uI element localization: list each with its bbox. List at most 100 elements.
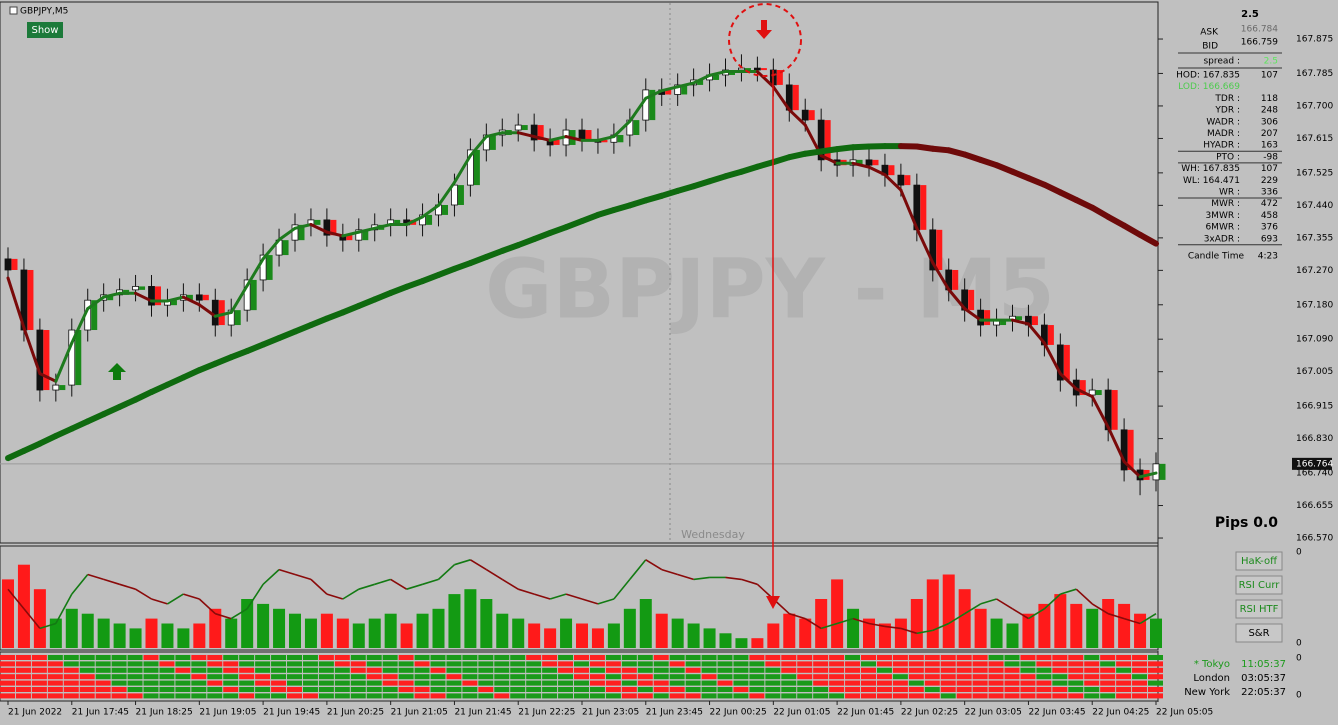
oscillator-line bbox=[501, 578, 519, 590]
trend-block bbox=[1111, 390, 1118, 430]
heat-cell bbox=[111, 661, 127, 667]
histogram-bar bbox=[560, 618, 573, 648]
oscillator-line bbox=[39, 622, 57, 630]
info-label: 3MWR : bbox=[1205, 211, 1240, 221]
moving-average bbox=[851, 161, 871, 169]
heat-cell bbox=[1036, 661, 1052, 667]
oscillator-line bbox=[198, 598, 216, 615]
histogram-bar bbox=[209, 608, 222, 648]
heat-cell bbox=[1068, 680, 1084, 686]
heat-cell bbox=[621, 661, 637, 667]
moving-average bbox=[1105, 213, 1128, 229]
heat-cell bbox=[542, 687, 558, 692]
heat-cell bbox=[621, 693, 637, 699]
trend-block bbox=[75, 330, 82, 386]
histogram-bar bbox=[193, 623, 206, 648]
heat-cell bbox=[908, 693, 924, 699]
candle-body bbox=[68, 329, 76, 386]
show-button[interactable] bbox=[27, 22, 63, 38]
heat-cell bbox=[79, 693, 95, 699]
heat-cell bbox=[876, 693, 892, 699]
heat-cell bbox=[669, 687, 685, 692]
candle-body bbox=[355, 229, 363, 241]
trend-block bbox=[155, 286, 161, 306]
heat-cell bbox=[813, 680, 829, 686]
heat-cell bbox=[1020, 687, 1036, 692]
heat-cell bbox=[159, 661, 175, 667]
heat-cell bbox=[302, 655, 318, 660]
moving-average bbox=[692, 73, 712, 85]
trend-block bbox=[872, 159, 879, 166]
histogram-bar bbox=[496, 613, 509, 648]
heat-cell bbox=[988, 687, 1004, 692]
trend-block bbox=[266, 255, 273, 280]
heat-cell bbox=[1036, 667, 1052, 673]
trend-block bbox=[713, 74, 720, 80]
heat-cell bbox=[765, 687, 781, 692]
heat-cell bbox=[669, 674, 685, 680]
heat-cell bbox=[1036, 655, 1052, 660]
indicator-axis-label: 0 bbox=[1296, 639, 1302, 649]
moving-average bbox=[1011, 318, 1030, 326]
heat-cell bbox=[366, 661, 382, 667]
heat-cell bbox=[813, 667, 829, 673]
indicator-button-label[interactable]: HaK-off bbox=[1241, 556, 1278, 567]
info-value: 229 bbox=[1261, 176, 1278, 186]
info-rows: HOD: 167.835 107 LOD: 166.669 TDR : 118 YDR :… bbox=[1176, 71, 1282, 246]
moving-average bbox=[102, 291, 122, 299]
oscillator-line bbox=[948, 613, 966, 625]
heat-cell bbox=[542, 667, 558, 673]
heat-cell bbox=[733, 667, 749, 673]
moving-average bbox=[6, 276, 26, 330]
show-button-label[interactable]: Show bbox=[32, 25, 59, 36]
trend-block bbox=[1159, 463, 1166, 480]
heat-cell bbox=[143, 667, 159, 673]
histogram-bar bbox=[894, 618, 907, 648]
heat-cell bbox=[701, 674, 717, 680]
indicator-button-label[interactable]: RSI HTF bbox=[1240, 604, 1279, 615]
histogram-bar bbox=[799, 618, 812, 648]
heat-cell bbox=[111, 687, 127, 692]
moving-average bbox=[1106, 425, 1126, 464]
trend-block bbox=[521, 125, 528, 131]
indicator-button[interactable] bbox=[1235, 551, 1283, 571]
heat-cell bbox=[1116, 667, 1132, 673]
indicator-button-label[interactable]: RSI Curr bbox=[1239, 580, 1281, 591]
x-tick-label: 21 Jun 23:05 bbox=[582, 708, 639, 718]
oscillator-line bbox=[246, 583, 264, 610]
indicator-button[interactable] bbox=[1235, 623, 1283, 643]
heat-cell bbox=[605, 674, 621, 680]
trend-block bbox=[553, 139, 560, 145]
heat-cell bbox=[558, 687, 574, 692]
indicator-button-label[interactable]: S&R bbox=[1248, 628, 1269, 639]
heat-cell bbox=[605, 693, 621, 699]
heat-cell bbox=[526, 655, 542, 660]
indicator-button[interactable] bbox=[1235, 599, 1283, 619]
heat-cell bbox=[302, 680, 318, 686]
heat-cell bbox=[271, 674, 287, 680]
heat-cell bbox=[542, 680, 558, 686]
heat-cell bbox=[191, 687, 207, 692]
info-label: HYADR : bbox=[1203, 141, 1240, 151]
histogram-bar bbox=[241, 599, 254, 648]
indicator-button[interactable] bbox=[1235, 575, 1283, 595]
heat-cell bbox=[940, 661, 956, 667]
heat-cell bbox=[414, 655, 430, 660]
heat-cell bbox=[701, 687, 717, 692]
info-label: WR : bbox=[1219, 188, 1240, 198]
oscillator-line bbox=[661, 568, 678, 576]
heat-cell bbox=[382, 674, 398, 680]
trend-block bbox=[856, 159, 863, 166]
moving-average bbox=[596, 135, 616, 142]
trend-block bbox=[1047, 325, 1054, 345]
heat-cell bbox=[717, 655, 733, 660]
heat-cell bbox=[685, 674, 701, 680]
heat-cell bbox=[637, 680, 653, 686]
heat-cell bbox=[127, 674, 143, 680]
heat-cell bbox=[717, 674, 733, 680]
heat-cell bbox=[430, 693, 446, 699]
trend-block bbox=[314, 219, 321, 225]
x-tick-label: 21 Jun 21:05 bbox=[391, 708, 448, 718]
moving-average bbox=[1122, 460, 1142, 479]
session-name: London bbox=[1193, 673, 1230, 684]
